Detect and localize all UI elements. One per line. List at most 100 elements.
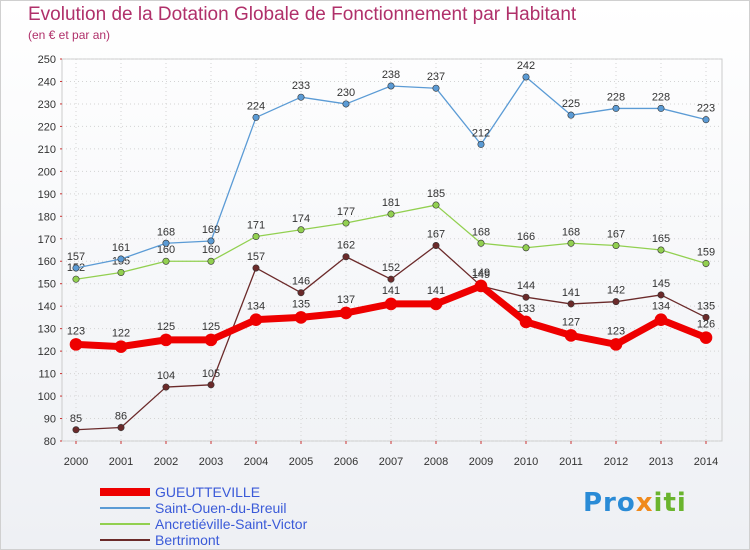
data-point [252, 264, 260, 272]
data-point [204, 333, 218, 347]
series-2: 1521551601601711741771811851681661681671… [67, 188, 715, 283]
data-point [117, 255, 125, 263]
data-label: 238 [382, 69, 400, 81]
y-tick-label: 230 [38, 99, 56, 111]
data-label: 166 [517, 231, 535, 243]
y-tick-label: 190 [38, 189, 56, 201]
data-point [477, 239, 485, 247]
data-point [657, 246, 665, 254]
x-tick-label: 2010 [514, 456, 538, 468]
line-chart: 8090100110120130140150160170180190200210… [38, 54, 723, 468]
data-point [564, 329, 578, 342]
plot-area [61, 58, 723, 442]
data-point [609, 338, 623, 351]
data-label: 134 [247, 301, 265, 313]
data-label: 212 [472, 127, 490, 139]
data-label: 125 [157, 321, 175, 333]
chart-title: Evolution de la Dotation Globale de Fonc… [28, 4, 577, 25]
data-label: 126 [697, 319, 715, 331]
x-tick-label: 2006 [334, 456, 358, 468]
y-tick-label: 170 [38, 234, 56, 246]
y-tick-label: 140 [38, 301, 56, 313]
legend-swatch [100, 507, 150, 509]
y-tick-label: 160 [38, 256, 56, 268]
data-point [432, 201, 440, 209]
data-point [699, 331, 713, 344]
series-3: 85 86 104 105 157 146 162 152 167 149 144 141 142 145… [70, 229, 715, 434]
data-label: 185 [427, 188, 445, 200]
proxiti-logo: Proxiti [583, 488, 687, 518]
data-point [432, 242, 440, 250]
data-point [207, 257, 215, 265]
data-label: 145 [652, 278, 670, 290]
data-point [429, 297, 443, 311]
y-tick-label: 250 [38, 54, 56, 66]
data-label: 146 [292, 276, 310, 288]
data-point [522, 73, 530, 81]
x-tick-label: 2007 [379, 456, 403, 468]
data-label: 160 [157, 244, 175, 256]
data-point [72, 275, 80, 283]
data-label: 228 [652, 91, 670, 103]
data-point [342, 253, 350, 261]
data-label: 224 [247, 100, 265, 112]
data-label: 159 [697, 246, 715, 258]
data-label: 225 [562, 98, 580, 110]
data-point [477, 140, 485, 148]
x-tick-label: 2003 [199, 456, 223, 468]
data-point [72, 264, 80, 272]
data-point [252, 233, 260, 241]
data-point [69, 338, 83, 351]
data-point [702, 116, 710, 124]
y-tick-label: 110 [38, 369, 56, 381]
data-label: 85 [70, 413, 82, 425]
data-label: 228 [607, 91, 625, 103]
data-point [702, 259, 710, 267]
data-point [612, 298, 620, 306]
data-point [432, 84, 440, 92]
data-label: 157 [247, 251, 265, 263]
x-tick-label: 2012 [604, 456, 628, 468]
legend-label: Saint-Ouen-du-Breuil [155, 500, 287, 516]
y-tick-label: 150 [38, 279, 56, 291]
y-tick-label: 90 [44, 414, 56, 426]
data-point [519, 315, 533, 329]
x-tick-label: 2008 [424, 456, 448, 468]
data-point [567, 111, 575, 119]
y-tick-label: 130 [38, 324, 56, 336]
series-0: 123 122 125 125 134 135 137 141 141 149 133 127 123 1… [67, 267, 715, 353]
data-label: 181 [382, 197, 400, 209]
data-point [657, 104, 665, 112]
data-point [72, 426, 80, 434]
data-point [162, 239, 170, 247]
data-point [297, 226, 305, 234]
data-point [387, 210, 395, 218]
x-tick-label: 2011 [559, 456, 583, 468]
data-label: 168 [472, 226, 490, 238]
data-point [339, 306, 353, 320]
data-label: 160 [202, 244, 220, 256]
data-label: 169 [202, 224, 220, 236]
legend-swatch [100, 539, 150, 541]
data-label: 168 [562, 226, 580, 238]
x-tick-label: 2005 [289, 456, 313, 468]
data-label: 123 [607, 325, 625, 337]
data-point [384, 297, 398, 311]
data-label: 149 [472, 267, 490, 279]
legend-label: GUEUTTEVILLE [155, 484, 261, 500]
data-point [612, 104, 620, 112]
data-point [387, 82, 395, 90]
legend-swatch [100, 523, 150, 525]
data-label: 141 [382, 285, 400, 297]
data-point [342, 100, 350, 108]
data-label: 141 [562, 287, 580, 299]
data-point [297, 93, 305, 101]
data-label: 141 [427, 285, 445, 297]
data-label: 162 [337, 240, 355, 252]
y-tick-label: 240 [38, 76, 56, 88]
data-label: 161 [112, 242, 130, 254]
data-point [522, 244, 530, 252]
data-point [702, 313, 710, 321]
data-label: 177 [337, 206, 355, 218]
data-label: 134 [652, 301, 670, 313]
